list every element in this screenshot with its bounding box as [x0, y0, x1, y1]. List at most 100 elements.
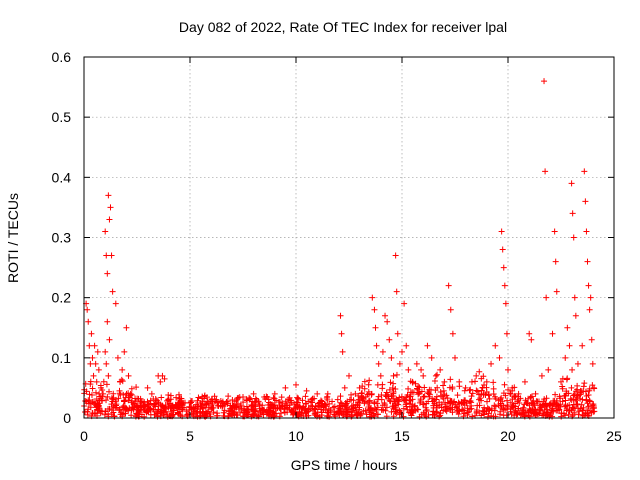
x-tick-label: 25	[606, 428, 622, 444]
noise-point	[528, 393, 535, 400]
data-point	[282, 384, 289, 391]
data-point	[498, 228, 505, 235]
noise-point	[433, 393, 440, 400]
data-point	[84, 306, 91, 313]
data-point	[396, 360, 403, 367]
data-point	[208, 402, 215, 409]
noise-point	[573, 401, 580, 408]
noise-point	[543, 412, 550, 419]
noise-point	[96, 397, 103, 404]
noise-point	[237, 402, 244, 409]
noise-point	[285, 396, 292, 403]
data-point	[468, 378, 475, 385]
noise-point	[504, 403, 511, 410]
data-point	[582, 198, 589, 205]
data-point	[90, 372, 97, 379]
noise-point	[497, 408, 504, 415]
noise-point	[460, 407, 467, 414]
data-point	[394, 330, 401, 337]
noise-point	[172, 401, 179, 408]
noise-point	[251, 407, 258, 414]
noise-point	[361, 378, 368, 385]
noise-point	[404, 391, 411, 398]
noise-point	[251, 398, 258, 405]
data-point	[103, 252, 110, 259]
data-point	[542, 168, 549, 175]
data-point	[187, 399, 193, 406]
noise-point	[383, 393, 390, 400]
noise-point	[235, 405, 242, 412]
noise-point	[374, 400, 381, 407]
noise-point	[135, 395, 142, 402]
data-point	[109, 288, 116, 295]
data-point	[127, 390, 134, 397]
data-point	[515, 390, 522, 397]
noise-point	[267, 401, 274, 408]
noise-point	[113, 402, 119, 409]
noise-point	[329, 398, 336, 405]
data-point	[541, 78, 548, 85]
noise-point	[111, 413, 118, 420]
noise-point	[331, 408, 338, 415]
data-point	[303, 387, 310, 394]
noise-point	[416, 399, 423, 406]
noise-point	[580, 404, 587, 411]
noise-point	[429, 398, 436, 405]
data-point	[369, 294, 376, 301]
noise-point	[442, 406, 449, 413]
noise-point	[366, 377, 373, 384]
data-point	[588, 336, 595, 343]
noise-point	[490, 390, 497, 397]
noise-point	[243, 396, 250, 403]
noise-point	[410, 408, 417, 415]
data-point	[473, 372, 480, 379]
data-point	[121, 348, 128, 355]
data-point	[250, 390, 257, 397]
noise-point	[89, 385, 96, 392]
noise-point	[294, 404, 301, 411]
noise-point	[556, 393, 563, 400]
noise-point	[155, 400, 162, 407]
noise-point	[390, 396, 397, 403]
noise-point	[281, 405, 288, 412]
data-point	[483, 378, 490, 385]
x-axis-label: GPS time / hours	[291, 457, 398, 473]
noise-point	[552, 391, 559, 398]
noise-point	[378, 406, 385, 413]
noise-point	[116, 406, 123, 413]
noise-point	[467, 386, 474, 393]
data-point	[587, 294, 594, 301]
noise-point	[303, 409, 310, 416]
noise-point	[337, 393, 344, 400]
noise-point	[437, 412, 444, 419]
data-point	[103, 360, 110, 367]
noise-point	[456, 400, 463, 407]
noise-point	[478, 390, 485, 397]
data-point	[502, 300, 509, 307]
noise-point	[174, 405, 181, 412]
data-point	[581, 168, 588, 175]
data-point	[384, 318, 391, 325]
noise-point	[88, 392, 95, 399]
noise-point	[177, 401, 184, 408]
noise-point	[526, 407, 533, 414]
noise-point	[449, 385, 456, 392]
noise-point	[548, 407, 555, 414]
data-point	[424, 342, 431, 349]
noise-point	[454, 392, 461, 399]
data-point	[82, 408, 89, 415]
noise-point	[368, 391, 375, 398]
data-point	[338, 330, 345, 337]
noise-point	[414, 386, 421, 393]
noise-point	[334, 396, 341, 403]
noise-point	[414, 406, 421, 413]
noise-point	[370, 410, 377, 417]
noise-point	[440, 382, 447, 389]
data-point	[87, 360, 94, 367]
noise-point	[363, 411, 370, 418]
data-point	[377, 372, 384, 379]
noise-point	[374, 411, 381, 418]
data-point	[401, 300, 408, 307]
data-point	[95, 366, 102, 373]
noise-point	[408, 412, 415, 419]
